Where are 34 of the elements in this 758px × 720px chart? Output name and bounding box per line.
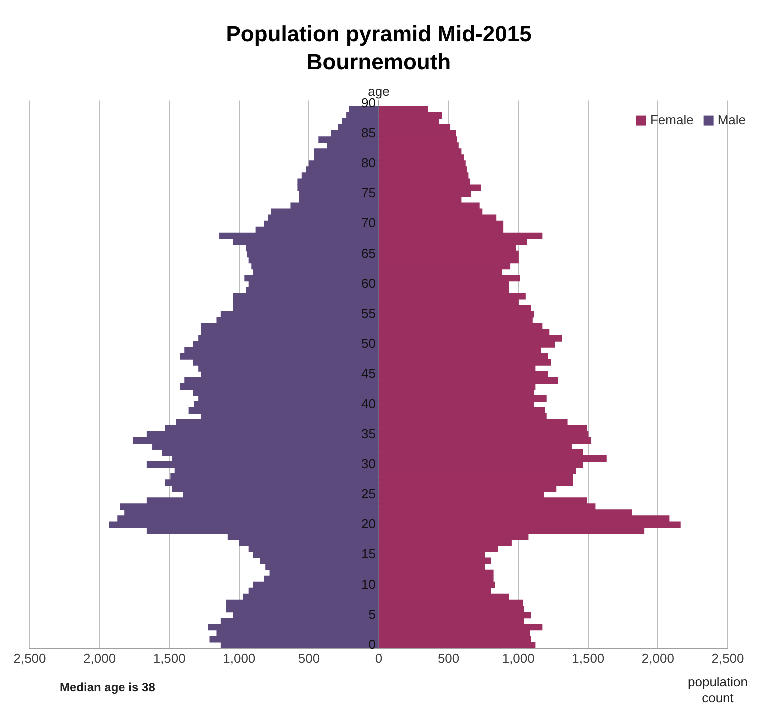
x-tick-label: 2,000 [84,650,116,666]
y-tick-label: 80 [362,156,376,171]
y-tick-label: 45 [362,366,376,382]
x-tick-label: 2,000 [642,650,674,666]
chart-subtitle: Bournemouth [306,50,452,75]
x-axis-title: population count [688,674,748,706]
y-tick-label: 5 [368,606,376,622]
y-tick-label: 10 [362,576,376,592]
y-tick-label: 70 [362,216,376,231]
x-tick-label: 1,500 [572,650,605,666]
y-tick-label: 20 [362,516,376,532]
y-tick-label: 0 [368,636,376,652]
legend-label: Male [718,112,746,128]
y-tick-label: 35 [362,426,376,442]
y-tick-label: 60 [362,276,376,291]
legend-label: Female [650,112,694,128]
y-tick-label: 25 [362,486,376,502]
x-tick-label: 1,000 [502,650,535,666]
x-tick-label: 500 [298,650,320,666]
x-tick-label: 500 [438,650,460,666]
x-tick-label: 1,000 [223,650,256,666]
text: Median age is 38 [60,680,156,695]
y-tick-label: 40 [362,396,376,412]
y-tick-label: 55 [362,306,376,321]
x-tick-label: 1,500 [153,650,186,666]
x-tick-label: 2,500 [712,650,744,666]
y-tick-label: 50 [362,336,376,352]
y-tick-label: 75 [362,186,376,201]
y-tick-label: 30 [362,456,376,472]
y-tick-label: 15 [362,546,376,562]
x-tick-label: 2,500 [14,650,46,666]
y-tick-label: 65 [362,246,376,261]
chart-title: Population pyramid Mid-2015 [226,21,532,46]
y-tick-label: 85 [362,125,376,140]
